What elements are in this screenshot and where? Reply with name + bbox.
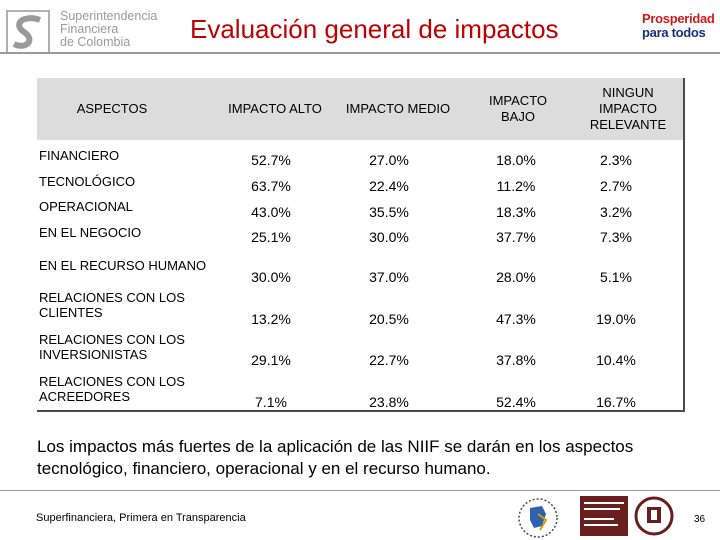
cell-value: 23.8% [369,394,409,410]
cell-value: 37.8% [496,352,536,368]
footer-divider [0,490,720,491]
org-name-line-2: Financiera [60,22,119,36]
cell-value: 5.1% [600,269,632,285]
cell-value: 30.0% [369,229,409,245]
prosperidad-line-2: para todos [642,25,706,40]
cell-value: 7.1% [255,394,287,410]
row-aspect-label: RELACIONES CON LOS INVERSIONISTAS [39,332,185,362]
row-aspect-label: RELACIONES CON LOS ACREEDORES [39,374,185,404]
row-aspect-label: EN EL NEGOCIO [39,225,142,240]
cell-value: 29.1% [251,352,291,368]
cell-value: 7.3% [600,229,632,245]
cell-value: 52.7% [251,152,291,168]
table-header-row [37,78,683,140]
cell-value: 2.3% [600,152,632,168]
page-number: 36 [694,514,706,525]
colombia-seal-icon [518,498,558,538]
org-name-line-1: Superintendencia [60,9,158,23]
cell-value: 43.0% [251,204,291,220]
page-title: Evaluación general de impactos [190,14,559,44]
cell-value: 63.7% [251,178,291,194]
cell-value: 22.4% [369,178,409,194]
cell-value: 18.3% [496,204,536,220]
header-divider [0,52,720,54]
cell-value: 37.0% [369,269,409,285]
cell-value: 25.1% [251,229,291,245]
row-aspect-label-line: ACREEDORES [39,389,131,404]
cell-value: 10.4% [596,352,636,368]
cell-value: 16.7% [596,394,636,410]
cell-value: 11.2% [496,178,536,194]
superfinanciera-logo: Superintendencia Financiera de Colombia [6,8,166,54]
cell-value: 20.5% [369,311,409,327]
sfc-emblem-icon [6,10,50,54]
row-aspect-label-line: CLIENTES [39,305,103,320]
row-aspect-label: TECNOLÓGICO [39,174,136,189]
row-aspect-label-line: RELACIONES CON LOS [39,290,185,305]
org-name-line-3: de Colombia [60,35,131,49]
prosperidad-logo: Prosperidad para todos [642,12,716,48]
header-impacto-alto: IMPACTO ALTO [228,101,322,116]
row-aspect-label-line: RELACIONES CON LOS [39,374,185,389]
cell-value: 2.7% [600,178,632,194]
row-aspect-label-line: INVERSIONISTAS [39,347,148,362]
cell-value: 18.0% [496,152,536,168]
prosperidad-line-1: Prosperidad [642,11,715,26]
row-aspect-label: RELACIONES CON LOS CLIENTES [39,290,185,320]
iso-certification-icon [580,496,628,536]
cell-value: 19.0% [596,311,636,327]
cell-value: 3.2% [600,204,632,220]
header-impacto-bajo: IMPACTO BAJO [488,93,548,124]
impact-table: ASPECTOS IMPACTO ALTO IMPACTO MEDIO IMPA… [37,78,685,412]
cell-value: 47.3% [496,311,536,327]
bureau-veritas-seal-icon [634,496,674,536]
cell-value: 27.0% [369,152,409,168]
footer-slogan: Superfinanciera, Primera en Transparenci… [36,512,246,524]
cell-value: 22.7% [369,352,409,368]
row-aspect-label: FINANCIERO [39,148,120,163]
conclusion-text: Los impactos más fuertes de la aplicació… [37,437,634,478]
cell-value: 28.0% [496,269,536,285]
cell-value: 35.5% [369,204,409,220]
header-aspectos: ASPECTOS [76,101,148,116]
header-ningun-impacto: NINGUN IMPACTO RELEVANTE [589,85,667,132]
cell-value: 37.7% [496,229,536,245]
row-aspect-label-line: RELACIONES CON LOS [39,332,185,347]
cell-value: 30.0% [251,269,291,285]
cell-value: 52.4% [496,394,536,410]
header-impacto-medio: IMPACTO MEDIO [345,101,451,116]
row-aspect-label: EN EL RECURSO HUMANO [39,258,207,273]
row-aspect-label: OPERACIONAL [39,199,133,214]
cell-value: 13.2% [251,311,291,327]
